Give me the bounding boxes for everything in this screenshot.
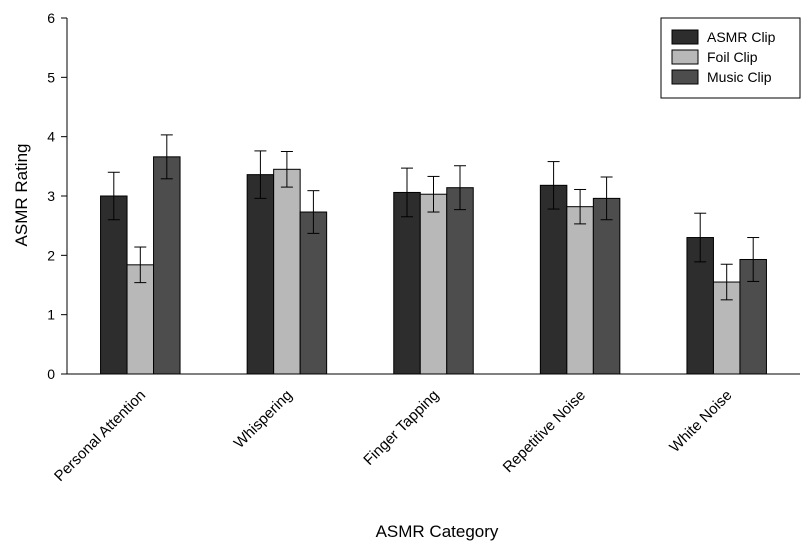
bar <box>393 191 421 375</box>
y-tick-label: 4 <box>47 129 55 145</box>
y-tick-label: 3 <box>47 188 55 204</box>
y-tick-label: 5 <box>47 69 55 85</box>
x-tick-label: White Noise <box>666 387 735 456</box>
x-tick-label: Repetitive Noise <box>500 387 589 476</box>
bar <box>539 184 568 375</box>
legend-swatch <box>671 49 699 65</box>
bar <box>299 211 328 375</box>
y-tick-label: 6 <box>47 10 55 26</box>
x-tick-label: Personal Attention <box>51 387 149 485</box>
x-tick-label: Whispering <box>231 387 296 452</box>
y-tick-label: 0 <box>47 366 55 382</box>
error-bars-group <box>107 134 760 301</box>
legend-swatch <box>671 29 699 45</box>
legend-label: Foil Clip <box>707 49 758 65</box>
bar <box>566 206 594 375</box>
bar <box>592 197 621 375</box>
x-axis-title: ASMR Category <box>376 522 499 541</box>
legend-swatch <box>671 69 699 85</box>
bar <box>153 156 181 375</box>
bar <box>100 195 128 375</box>
x-tick-label: Finger Tapping <box>360 387 442 469</box>
y-axis-title: ASMR Rating <box>12 144 31 247</box>
bar <box>446 187 474 375</box>
legend-label: ASMR Clip <box>707 29 776 45</box>
bar <box>246 174 275 375</box>
bar <box>273 168 301 375</box>
legend-label: Music Clip <box>707 69 772 85</box>
y-tick-label: 1 <box>47 307 55 323</box>
y-tick-label: 2 <box>47 247 55 263</box>
legend: ASMR Clip Foil Clip Music Clip <box>660 17 801 99</box>
bar <box>419 193 448 375</box>
